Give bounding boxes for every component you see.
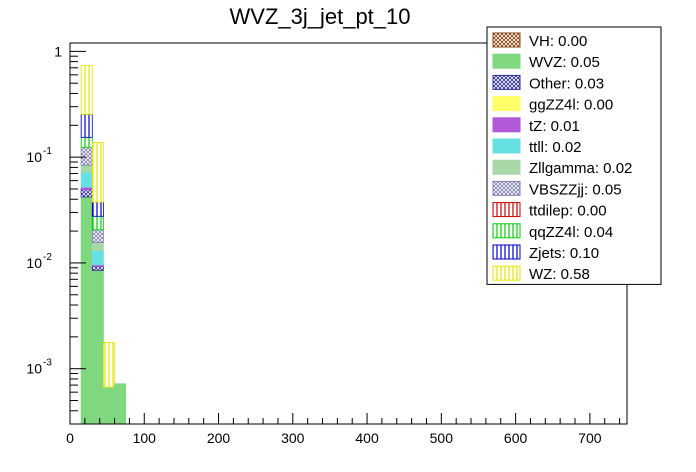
y-axis: 10 -310 -210 -11	[26, 43, 86, 425]
bar-9-bin-0	[80, 136, 93, 148]
bar-5-bin-0	[80, 171, 93, 188]
legend-entry-label: WZ: 0.58	[529, 266, 590, 283]
x-tick-label: 700	[578, 430, 602, 446]
legend-swatch	[492, 74, 521, 90]
legend-swatch	[492, 265, 521, 281]
x-axis: 0 100 200 300 400 500 600 700	[66, 413, 621, 446]
bar-1-bin-1	[91, 269, 104, 425]
bar-5-bin-1	[91, 250, 104, 266]
bar-11-bin-2	[103, 342, 115, 388]
chart-title: WVZ_3j_jet_pt_10	[230, 4, 411, 29]
bar-10-bin-1	[91, 201, 104, 217]
legend-entry-label: VH: 0.00	[529, 33, 587, 50]
legend-entry-label: tZ: 0.01	[529, 118, 580, 135]
x-tick-label: 500	[430, 430, 454, 446]
y-tick-exponent: -3	[43, 358, 52, 369]
legend-swatch	[492, 180, 521, 196]
x-tick-label: 400	[355, 430, 379, 446]
y-tick-exponent: -2	[43, 252, 52, 263]
bar-1-bin-3	[114, 383, 127, 425]
bar-9-bin-1	[91, 215, 104, 231]
bar-7-bin-1	[91, 229, 104, 243]
legend: VH: 0.00 WVZ: 0.05 Other: 0.03 ggZZ4l: 0.00…	[486, 26, 662, 285]
bar-10-bin-0	[80, 113, 93, 138]
legend-swatch	[492, 53, 521, 69]
legend-swatch	[492, 223, 521, 239]
legend-box	[486, 26, 662, 285]
y-tick-exponent: -1	[43, 146, 52, 157]
x-tick-label: 300	[281, 430, 305, 446]
legend-entry-label: Zllgamma: 0.02	[529, 160, 632, 177]
legend-swatch	[492, 159, 521, 175]
y-tick-label: 10	[26, 255, 42, 271]
bar-7-bin-0	[80, 146, 93, 166]
legend-swatch	[492, 244, 521, 260]
histogram-bars	[80, 65, 127, 425]
legend-entry-label: Zjets: 0.10	[529, 245, 599, 262]
x-tick-label: 600	[504, 430, 528, 446]
legend-swatch	[492, 117, 521, 133]
legend-entry-label: ttdilep: 0.00	[529, 203, 607, 220]
legend-swatch	[492, 138, 521, 154]
bar-6-bin-1	[91, 242, 104, 251]
bar-11-bin-1	[91, 142, 104, 203]
legend-entry-label: Other: 0.03	[529, 75, 604, 92]
legend-entry-label: ggZZ4l: 0.00	[529, 97, 613, 114]
bar-2-bin-0	[80, 189, 93, 198]
legend-swatch	[492, 96, 521, 112]
y-tick-label: 1	[54, 43, 62, 59]
bar-11-bin-0	[80, 65, 93, 115]
legend-entry-label: VBSZZjj: 0.05	[529, 181, 622, 198]
y-tick-label: 10	[26, 361, 42, 377]
x-tick-label: 100	[133, 430, 157, 446]
legend-entry-label: ttll: 0.02	[529, 139, 582, 156]
y-tick-label: 10	[26, 149, 42, 165]
bar-6-bin-0	[80, 164, 93, 173]
bar-1-bin-2	[103, 386, 115, 425]
bar-1-bin-0	[80, 196, 93, 425]
x-tick-label: 200	[207, 430, 231, 446]
legend-swatch	[492, 202, 521, 218]
legend-entry-label: qqZZ4l: 0.04	[529, 224, 613, 241]
legend-entry-label: WVZ: 0.05	[529, 54, 600, 71]
x-tick-label: 0	[66, 430, 74, 446]
bar-2-bin-1	[91, 265, 104, 271]
legend-swatch	[492, 32, 521, 48]
